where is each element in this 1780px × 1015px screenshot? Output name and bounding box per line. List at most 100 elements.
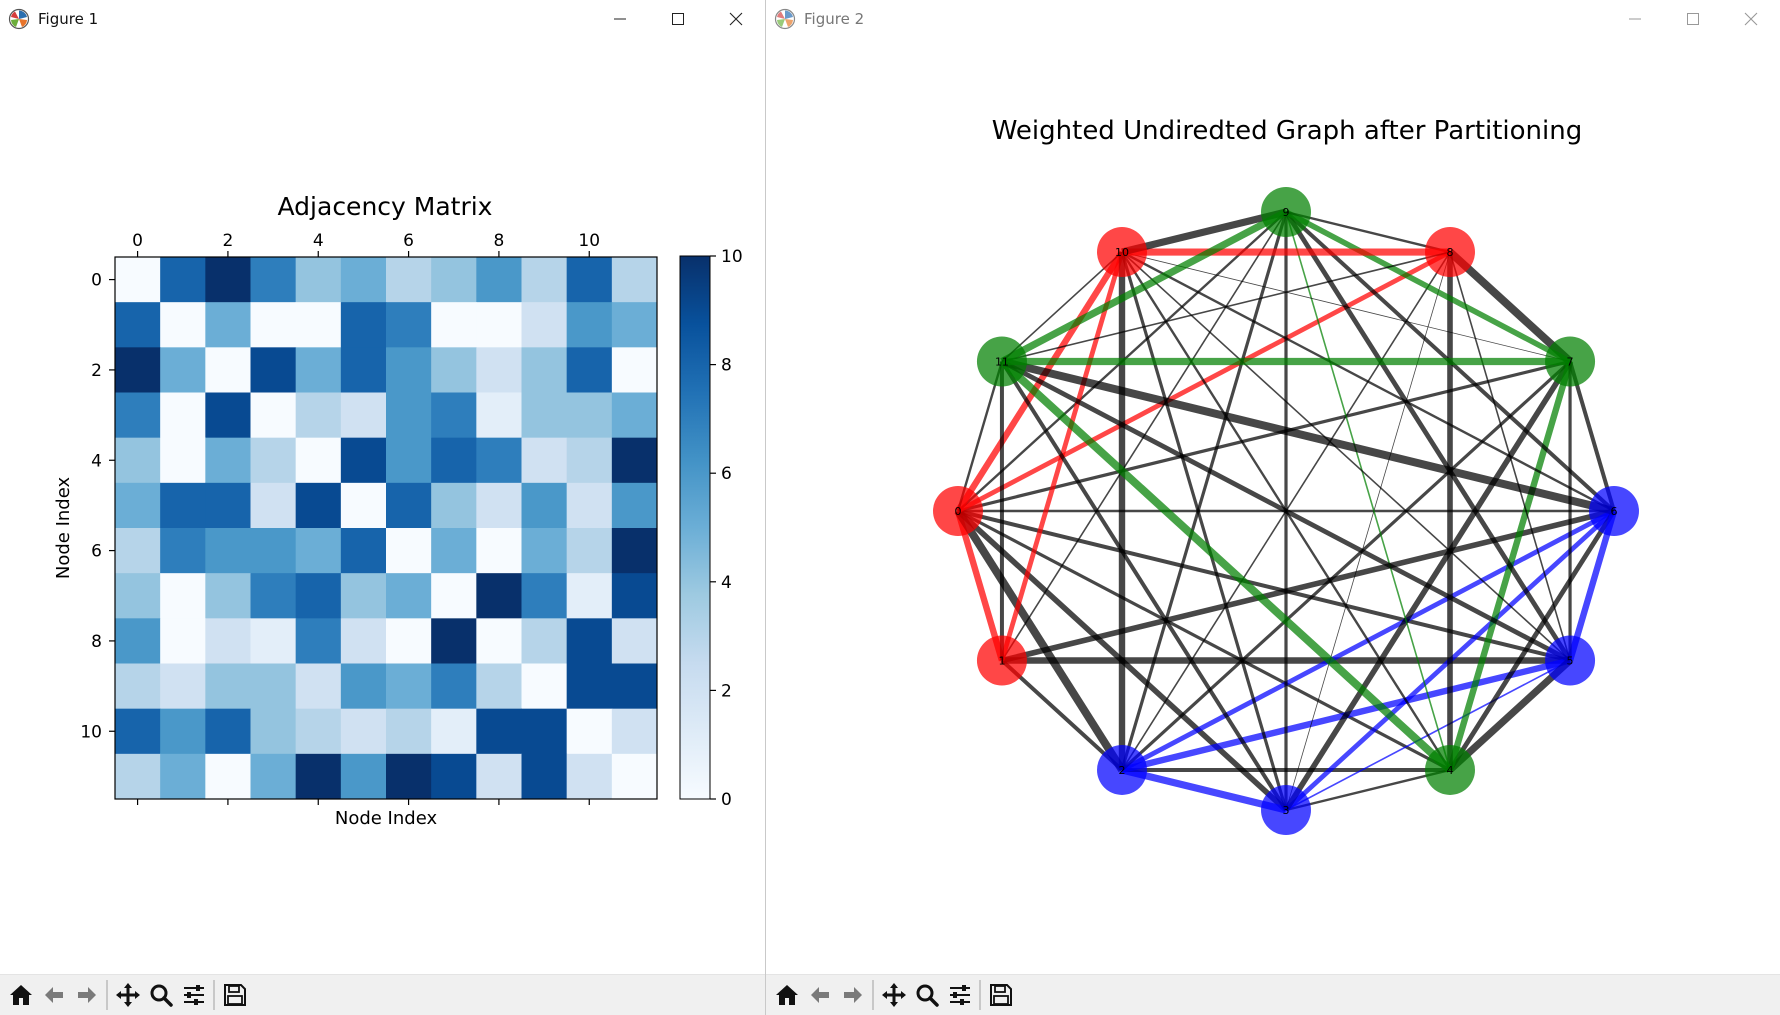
heatmap-cell xyxy=(205,573,251,619)
heatmap-cell xyxy=(521,573,568,619)
subplots-button[interactable] xyxy=(943,978,976,1012)
maximize-icon xyxy=(1687,13,1699,25)
home-button[interactable] xyxy=(4,978,37,1012)
graph-edge xyxy=(1120,251,1288,811)
heatmap-cell xyxy=(205,753,251,800)
title-bar[interactable]: Figure 2 xyxy=(766,0,1780,38)
heatmap-cell xyxy=(611,257,658,303)
heatmap-cell xyxy=(205,663,251,710)
figure-2-window: Figure 2 Weighted Undiredted Graph after… xyxy=(766,0,1780,1015)
heatmap-cell xyxy=(115,257,161,303)
heatmap-cell xyxy=(611,392,658,439)
sliders-icon xyxy=(949,985,970,1005)
graph-node-label: 11 xyxy=(995,356,1009,369)
heatmap-cell xyxy=(611,437,658,484)
minimize-button[interactable] xyxy=(1606,0,1664,38)
toolbar-separator xyxy=(872,980,874,1010)
heatmap-cell xyxy=(611,663,658,710)
heatmap-cell xyxy=(431,437,477,484)
heatmap-cell xyxy=(340,257,387,303)
heatmap-cell xyxy=(115,437,161,484)
pan-button[interactable] xyxy=(877,978,910,1012)
home-icon xyxy=(9,985,32,1005)
heatmap-cell xyxy=(386,437,432,484)
maximize-button[interactable] xyxy=(1664,0,1722,38)
heatmap-cell xyxy=(431,257,477,303)
graph-edge xyxy=(1285,211,1451,771)
colorbar-tick-label: 10 xyxy=(721,247,743,267)
zoom-button[interactable] xyxy=(144,978,177,1012)
heatmap-cell xyxy=(476,528,522,574)
window-title: Figure 2 xyxy=(804,10,865,28)
minimize-button[interactable] xyxy=(591,0,649,38)
maximize-button[interactable] xyxy=(649,0,707,38)
heatmap-cell xyxy=(521,528,568,574)
y-tick-label: 10 xyxy=(80,722,102,742)
maximize-icon xyxy=(672,13,684,25)
graph-edge xyxy=(1001,251,1123,363)
colorbar-tick-label: 6 xyxy=(721,464,732,484)
navigation-toolbar xyxy=(766,974,1780,1015)
graph-edge xyxy=(1000,659,1124,772)
chart-title: Adjacency Matrix xyxy=(278,192,493,221)
heatmap-cell xyxy=(431,392,477,439)
heatmap-cell xyxy=(476,437,522,484)
graph-edge xyxy=(1000,208,1288,365)
heatmap-cell xyxy=(250,482,297,529)
heatmap-cell xyxy=(115,528,161,574)
matplotlib-app-icon xyxy=(774,8,796,30)
pan-button[interactable] xyxy=(111,978,144,1012)
heatmap-cell xyxy=(521,663,568,710)
graph-edge xyxy=(954,510,1006,662)
zoom-icon xyxy=(150,984,173,1007)
graph-node xyxy=(1589,486,1639,536)
graph-edge xyxy=(1121,250,1615,513)
save-button[interactable] xyxy=(984,978,1017,1012)
colorbar-tick-label: 2 xyxy=(721,681,732,701)
back-button[interactable] xyxy=(803,978,836,1012)
subplots-button[interactable] xyxy=(177,978,210,1012)
heatmap-cell xyxy=(160,392,206,439)
heatmap-cell xyxy=(611,753,658,800)
colorbar-tick-label: 0 xyxy=(721,790,732,810)
heatmap-cell xyxy=(340,573,387,619)
heatmap-cell xyxy=(431,347,477,393)
heatmap-figure[interactable]: Adjacency Matrix 0 2 4 6 8 10 0 2 4 6 8 10 Node Ind… xyxy=(0,38,765,975)
save-button[interactable] xyxy=(218,978,251,1012)
forward-button[interactable] xyxy=(836,978,869,1012)
heatmap-cell xyxy=(521,482,568,529)
heatmap-cell xyxy=(386,302,432,348)
zoom-button[interactable] xyxy=(910,978,943,1012)
heatmap-cell xyxy=(115,573,161,619)
heatmap-cell xyxy=(115,302,161,348)
close-button[interactable] xyxy=(707,0,765,38)
heatmap-cell xyxy=(386,708,432,755)
graph-figure[interactable]: Weighted Undiredted Graph after Partitio… xyxy=(766,38,1780,975)
graph-node-label: 3 xyxy=(1283,804,1290,817)
graph-node-label: 1 xyxy=(998,655,1005,668)
heatmap-cell xyxy=(566,663,613,710)
heatmap-cell xyxy=(340,482,387,529)
title-bar[interactable]: Figure 1 xyxy=(0,0,765,38)
arrow-right-icon xyxy=(843,987,862,1003)
graph-edge xyxy=(1283,210,1573,662)
heatmap-cell xyxy=(431,618,477,664)
heatmap-cell xyxy=(431,482,477,529)
graph-node xyxy=(1545,635,1596,686)
heatmap-cell xyxy=(386,618,432,664)
window-divider[interactable] xyxy=(764,0,766,1015)
forward-button[interactable] xyxy=(70,978,103,1012)
graph-edge xyxy=(1001,508,1615,664)
back-button[interactable] xyxy=(37,978,70,1012)
heatmap-cell xyxy=(295,618,342,664)
heatmap-cell xyxy=(566,482,613,529)
heatmap-cell xyxy=(431,302,477,348)
graph-edge xyxy=(1285,251,1451,811)
colorbar-tick-label: 4 xyxy=(721,573,732,593)
close-button[interactable] xyxy=(1722,0,1780,38)
window-title: Figure 1 xyxy=(38,10,99,28)
home-button[interactable] xyxy=(770,978,803,1012)
heatmap-cell xyxy=(521,257,568,303)
toolbar-separator xyxy=(106,980,108,1010)
heatmap-cell xyxy=(566,753,613,800)
